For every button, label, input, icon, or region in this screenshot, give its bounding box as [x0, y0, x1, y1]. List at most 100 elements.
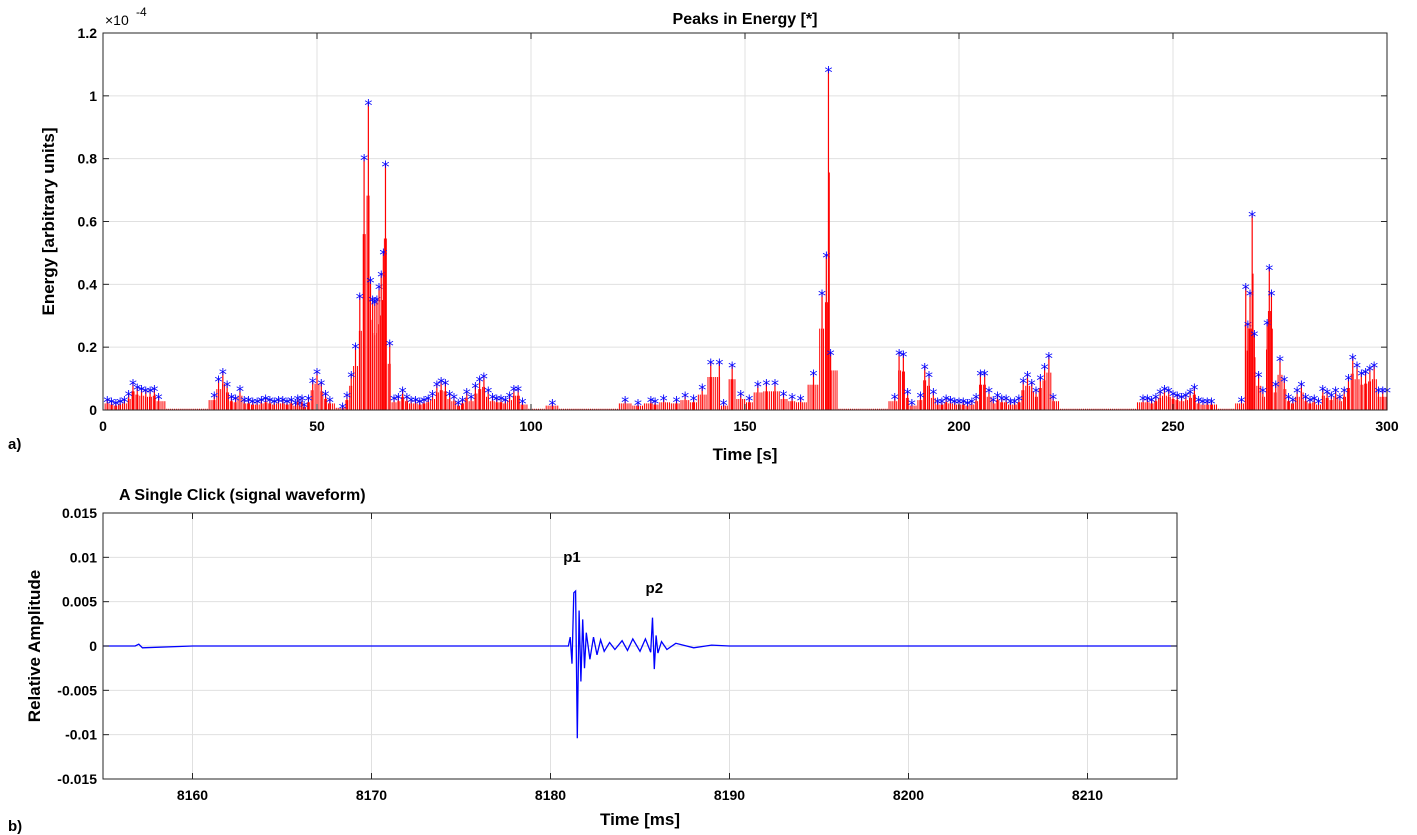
y-tick-label: 0.005 [62, 594, 97, 610]
annotation-p2: p2 [646, 580, 664, 597]
peak-marker: * [1002, 391, 1010, 410]
peak-marker: * [1293, 383, 1301, 402]
peak-marker: * [219, 364, 227, 383]
peak-marker: * [112, 396, 120, 415]
peak-marker: * [450, 389, 458, 408]
peak-marker: * [138, 382, 146, 401]
peak-marker: * [317, 375, 325, 394]
x-tick-label: 50 [309, 418, 325, 434]
peak-marker: * [373, 292, 381, 311]
y-tick-label: 0 [89, 638, 97, 654]
peak-marker: * [339, 399, 347, 418]
peak-marker: * [480, 369, 488, 388]
x-tick-label: 8160 [177, 787, 208, 803]
peak-marker: * [1139, 391, 1147, 410]
peak-marker: * [411, 393, 419, 412]
peak-marker: * [1302, 389, 1310, 408]
y-tick-label: 0.8 [78, 151, 98, 167]
peak-marker: * [1006, 394, 1014, 413]
peak-marker: * [501, 393, 509, 412]
peak-marker: * [304, 391, 312, 410]
peak-marker: * [1011, 394, 1019, 413]
peak-marker: * [441, 375, 449, 394]
peak-marker: * [493, 391, 501, 410]
peak-marker: * [891, 389, 899, 408]
peak-marker: * [925, 367, 933, 386]
peak-marker: * [707, 355, 715, 374]
peak-marker: * [1195, 393, 1203, 412]
peak-marker: * [1244, 317, 1252, 336]
peak-marker: * [1362, 364, 1370, 383]
annotation-p1: p1 [563, 549, 581, 566]
peak-marker: * [467, 389, 475, 408]
peak-marker: * [116, 394, 124, 413]
peak-marker: * [471, 378, 479, 397]
y-tick-label: 1 [89, 88, 97, 104]
peak-marker: * [822, 248, 830, 267]
peak-marker: * [294, 391, 302, 410]
peak-marker: * [437, 374, 445, 393]
peak-marker: * [146, 383, 154, 402]
peak-marker: * [934, 394, 942, 413]
peak-marker: * [292, 396, 300, 415]
peak-marker: * [142, 383, 150, 402]
peak-marker: * [809, 366, 817, 385]
peak-marker: * [621, 393, 629, 412]
peak-marker: * [1152, 389, 1160, 408]
peak-marker: * [972, 389, 980, 408]
peak-marker: * [904, 385, 912, 404]
peak-marker: * [981, 366, 989, 385]
peak-marker: * [989, 393, 997, 412]
peak-marker: * [1015, 391, 1023, 410]
click-waveform-chart: p1 p2 8160 8170 8180 8190 8200 8210 -0.015 -0.01 -… [25, 487, 1178, 829]
peak-marker: * [1049, 389, 1057, 408]
peak-marker: * [381, 157, 389, 176]
peak-marker: * [488, 389, 496, 408]
peak-marker: * [309, 374, 317, 393]
peak-marker: * [1263, 316, 1271, 335]
peak-marker: * [279, 393, 287, 412]
peak-marker: * [274, 393, 282, 412]
energy-peaks-chart: ************* ***************************… [39, 5, 1399, 464]
peak-marker: * [1143, 391, 1151, 410]
peak-marker: * [424, 391, 432, 410]
peak-marker: * [210, 388, 218, 407]
chart-title: A Single Click (signal waveform) [119, 487, 366, 504]
peak-marker: * [1357, 366, 1365, 385]
peak-marker: * [634, 396, 642, 415]
peak-marker: * [660, 391, 668, 410]
peak-marker: * [343, 388, 351, 407]
peak-marker: * [1248, 207, 1256, 226]
peak-marker: * [459, 393, 467, 412]
peak-marker: * [270, 394, 278, 413]
peak-marker: * [673, 393, 681, 412]
peak-marker: * [737, 386, 745, 405]
peak-marker: * [938, 394, 946, 413]
y-tick-label: 1.2 [78, 25, 98, 41]
peak-marker: * [1203, 394, 1211, 413]
peak-marker: * [1156, 385, 1164, 404]
peak-marker: * [262, 391, 270, 410]
peak-marker: * [1379, 383, 1387, 402]
y-tick-label: 0 [89, 402, 97, 418]
peak-marker: * [369, 292, 377, 311]
peak-marker: * [942, 391, 950, 410]
peak-marker: * [1306, 393, 1314, 412]
peak-marker: * [754, 377, 762, 396]
x-tick-label: 0 [99, 418, 107, 434]
peak-marker: * [253, 394, 261, 413]
peak-marker: * [951, 394, 959, 413]
peak-marker: * [245, 393, 253, 412]
peak-marker: * [1265, 261, 1273, 280]
peak-marker: * [946, 393, 954, 412]
peak-marker: * [390, 391, 398, 410]
peak-marker: * [728, 358, 736, 377]
peak-marker: * [420, 393, 428, 412]
peak-marker: * [236, 382, 244, 401]
y-axis-label: Relative Amplitude [25, 570, 44, 722]
peak-marker: * [818, 286, 826, 305]
peak-marker: * [985, 383, 993, 402]
peak-marker: * [484, 383, 492, 402]
peak-marker: * [690, 391, 698, 410]
peak-marker: * [367, 273, 375, 292]
